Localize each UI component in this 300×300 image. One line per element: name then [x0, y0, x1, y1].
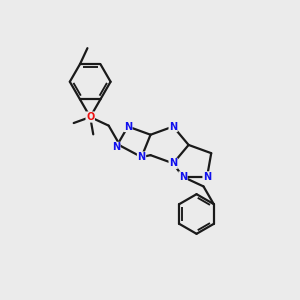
Text: N: N	[169, 122, 177, 131]
Text: N: N	[137, 152, 146, 162]
Text: O: O	[86, 112, 94, 122]
Text: N: N	[169, 158, 177, 168]
Text: N: N	[203, 172, 211, 182]
Text: N: N	[124, 122, 132, 131]
Text: N: N	[112, 142, 120, 152]
Text: N: N	[179, 172, 187, 182]
